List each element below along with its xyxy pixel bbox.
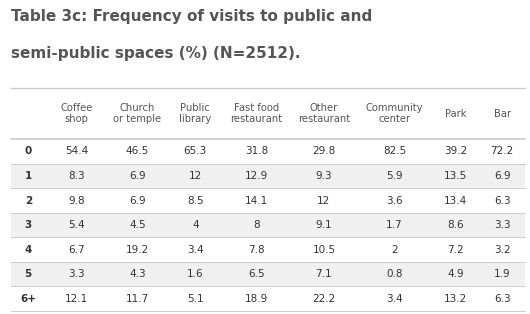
Text: 6.9: 6.9 [494,171,510,181]
Text: 18.9: 18.9 [245,294,268,304]
Text: 72.2: 72.2 [491,146,514,156]
Text: 0: 0 [25,146,32,156]
Text: 7.2: 7.2 [447,245,464,255]
Text: 2: 2 [25,196,32,205]
Text: 31.8: 31.8 [245,146,268,156]
Text: Public
library: Public library [179,103,211,124]
Text: 10.5: 10.5 [312,245,335,255]
Text: Other
restaurant: Other restaurant [298,103,350,124]
Text: 8.6: 8.6 [447,220,464,230]
Text: 5.1: 5.1 [187,294,204,304]
Text: semi-public spaces (%) (N=2512).: semi-public spaces (%) (N=2512). [11,46,300,61]
Text: 14.1: 14.1 [245,196,268,205]
Text: Coffee
shop: Coffee shop [60,103,93,124]
Text: 7.8: 7.8 [248,245,264,255]
Text: 82.5: 82.5 [383,146,406,156]
Text: 19.2: 19.2 [126,245,149,255]
Text: 54.4: 54.4 [65,146,88,156]
Text: 4.9: 4.9 [447,269,464,279]
Text: Table 3c: Frequency of visits to public and: Table 3c: Frequency of visits to public … [11,9,372,24]
Text: 5: 5 [25,269,32,279]
Text: Bar: Bar [493,109,511,119]
Text: 65.3: 65.3 [184,146,207,156]
Text: 6.9: 6.9 [129,171,146,181]
Text: 8.3: 8.3 [68,171,85,181]
Text: 6+: 6+ [20,294,36,304]
Text: Community
center: Community center [366,103,423,124]
Text: 3.6: 3.6 [386,196,403,205]
Text: 6.7: 6.7 [68,245,85,255]
Text: 13.5: 13.5 [444,171,467,181]
Text: 4.5: 4.5 [129,220,146,230]
Text: 7.1: 7.1 [315,269,332,279]
Text: 9.3: 9.3 [315,171,332,181]
Text: 12.1: 12.1 [65,294,88,304]
Text: Fast food
restaurant: Fast food restaurant [231,103,282,124]
Text: 5.4: 5.4 [68,220,85,230]
Text: 0.8: 0.8 [386,269,403,279]
Text: 4.3: 4.3 [129,269,146,279]
Text: 1: 1 [25,171,32,181]
Text: 6.3: 6.3 [494,196,510,205]
Text: 12: 12 [189,171,202,181]
Text: 11.7: 11.7 [126,294,149,304]
Text: 9.1: 9.1 [315,220,332,230]
Text: 9.8: 9.8 [68,196,85,205]
Text: 4: 4 [192,220,199,230]
Text: 6.9: 6.9 [129,196,146,205]
Text: 4: 4 [24,245,32,255]
Text: 3.4: 3.4 [386,294,403,304]
Text: 3.2: 3.2 [494,245,510,255]
Text: 39.2: 39.2 [444,146,467,156]
Text: 13.2: 13.2 [444,294,467,304]
Text: 3.3: 3.3 [494,220,510,230]
Text: 22.2: 22.2 [312,294,335,304]
Text: 1.9: 1.9 [494,269,510,279]
Text: 29.8: 29.8 [312,146,335,156]
Text: 3.3: 3.3 [68,269,85,279]
Text: 6.5: 6.5 [248,269,264,279]
Text: 1.6: 1.6 [187,269,204,279]
Text: 46.5: 46.5 [126,146,149,156]
Text: 6.3: 6.3 [494,294,510,304]
Text: Church
or temple: Church or temple [113,103,162,124]
Text: 13.4: 13.4 [444,196,467,205]
Text: 5.9: 5.9 [386,171,403,181]
Text: 3.4: 3.4 [187,245,204,255]
Text: 8: 8 [253,220,260,230]
Text: 1.7: 1.7 [386,220,403,230]
Text: Park: Park [445,109,466,119]
Text: 12: 12 [317,196,331,205]
Text: 8.5: 8.5 [187,196,204,205]
Text: 3: 3 [25,220,32,230]
Text: 12.9: 12.9 [245,171,268,181]
Text: 2: 2 [391,245,398,255]
